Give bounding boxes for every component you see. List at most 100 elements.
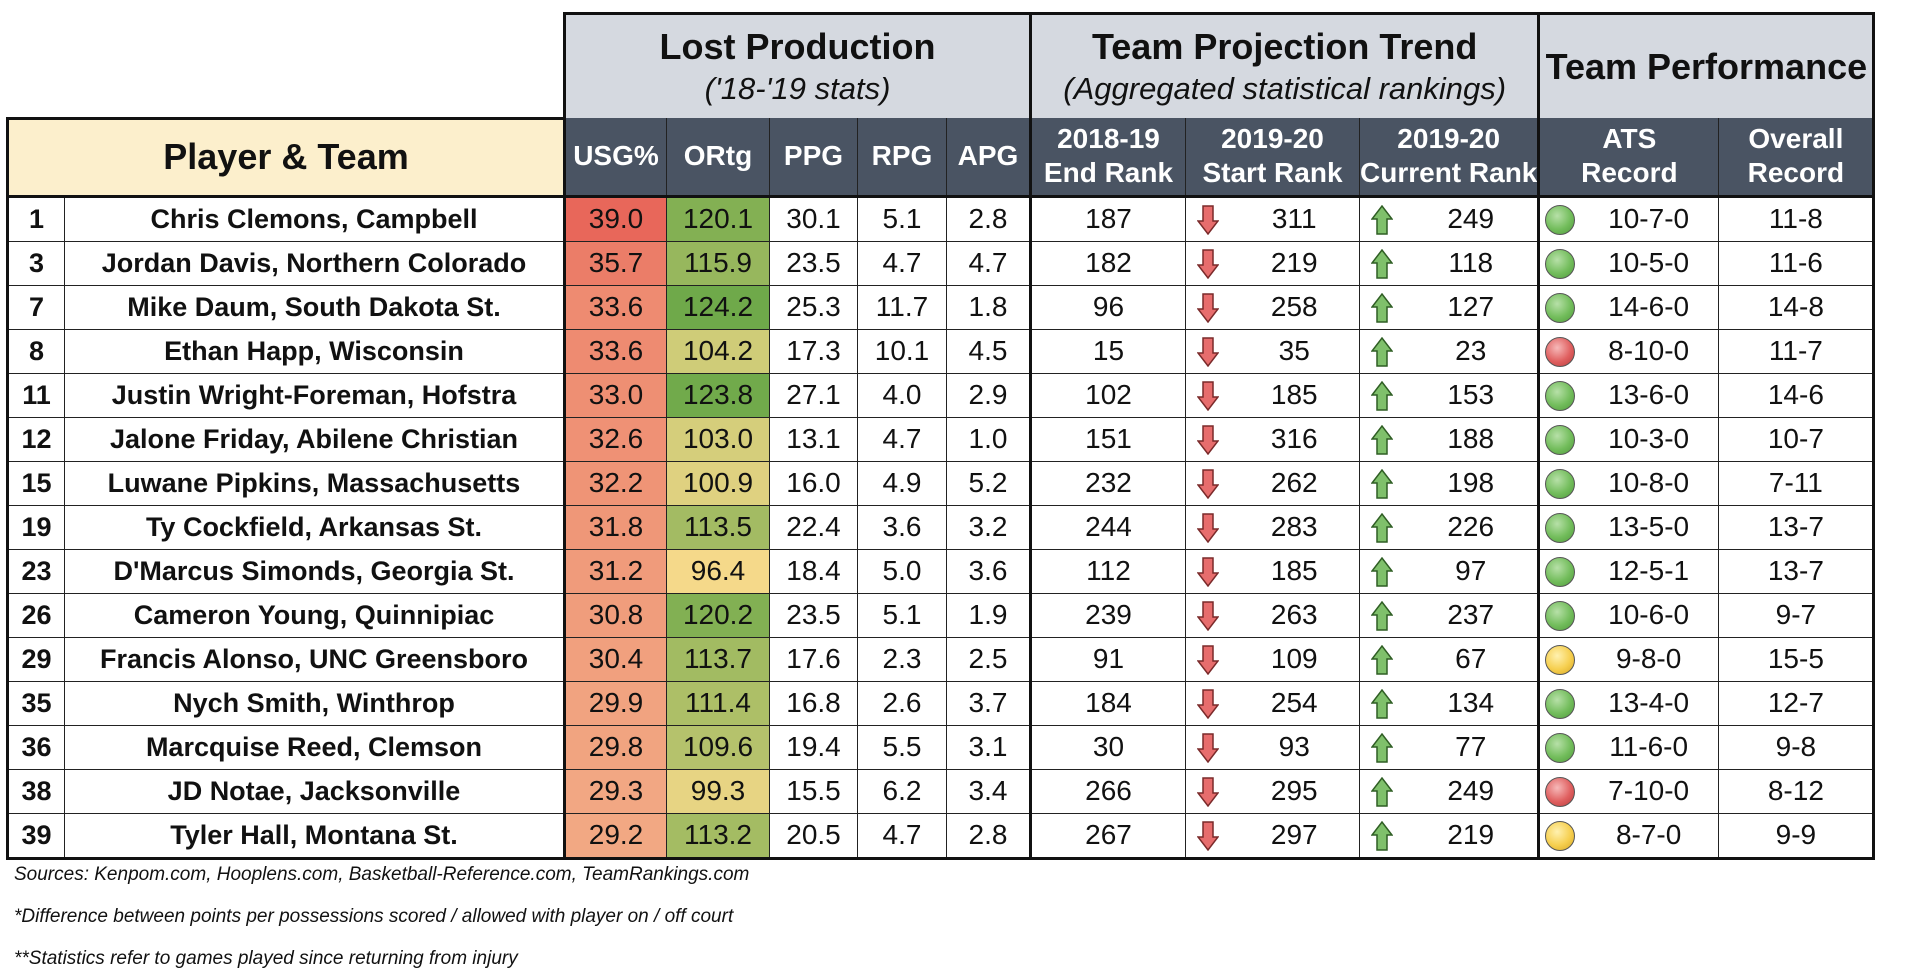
ortg-cell: 115.9 <box>666 241 770 286</box>
player-team-cell: Francis Alonso, UNC Greensboro <box>64 637 565 682</box>
ppg-cell: 16.0 <box>769 461 858 506</box>
end-rank-cell: 187 <box>1029 196 1186 242</box>
arrow-up-icon <box>1359 417 1405 462</box>
status-dot-icon <box>1544 293 1575 324</box>
end-rank-cell: 15 <box>1029 329 1186 374</box>
ats-record-cell: 10-6-0 <box>1578 593 1719 638</box>
apg-cell: 5.2 <box>946 461 1031 506</box>
ats-record-cell: 8-10-0 <box>1578 329 1719 374</box>
usg-cell: 32.2 <box>563 461 667 506</box>
rpg-cell: 10.1 <box>857 329 947 374</box>
current-rank-cell: 127 <box>1404 285 1539 330</box>
start-rank-cell: 262 <box>1229 461 1360 506</box>
apg-cell: 4.5 <box>946 329 1031 374</box>
arrow-down-icon <box>1185 329 1230 374</box>
rank-cell: 12 <box>6 417 65 462</box>
apg-cell: 3.6 <box>946 549 1031 594</box>
header-player-team: Player & Team <box>6 116 565 198</box>
table-row: 38 JD Notae, Jacksonville 29.3 99.3 15.5 6.2 3… <box>6 769 1876 814</box>
rank-cell: 1 <box>6 196 65 242</box>
usg-cell: 39.0 <box>563 196 667 242</box>
apg-cell: 4.7 <box>946 241 1031 286</box>
apg-cell: 1.8 <box>946 285 1031 330</box>
overall-record-cell: 14-6 <box>1718 373 1876 418</box>
rpg-cell: 4.0 <box>857 373 947 418</box>
status-dot-icon <box>1544 689 1575 720</box>
current-rank-cell: 118 <box>1404 241 1539 286</box>
table-row: 39 Tyler Hall, Montana St. 29.2 113.2 20.5 4.… <box>6 813 1876 860</box>
ats-status-icon <box>1537 241 1579 286</box>
current-rank-cell: 97 <box>1404 549 1539 594</box>
ortg-cell: 113.5 <box>666 505 770 550</box>
group-title: Team Projection Trend <box>1091 25 1478 67</box>
player-team-cell: Nych Smith, Winthrop <box>64 681 565 726</box>
arrow-down-icon <box>1185 373 1230 418</box>
header-usg: USG% <box>563 118 667 198</box>
arrow-up-icon <box>1359 241 1405 286</box>
ortg-cell: 123.8 <box>666 373 770 418</box>
start-rank-cell: 109 <box>1229 637 1360 682</box>
usg-cell: 32.6 <box>563 417 667 462</box>
ppg-cell: 17.6 <box>769 637 858 682</box>
apg-cell: 2.8 <box>946 813 1031 860</box>
footnote-sources: Sources: Kenpom.com, Hooplens.com, Baske… <box>14 864 750 885</box>
arrow-down-icon <box>1185 813 1230 860</box>
apg-cell: 2.8 <box>946 196 1031 242</box>
current-rank-cell: 249 <box>1404 769 1539 814</box>
status-dot-icon <box>1544 777 1575 808</box>
ats-record-cell: 13-4-0 <box>1578 681 1719 726</box>
footnote-1: *Difference between points per possessio… <box>14 906 734 927</box>
ppg-cell: 20.5 <box>769 813 858 860</box>
ats-status-icon <box>1537 329 1579 374</box>
group-team-performance: Team Performance <box>1537 12 1876 118</box>
ats-record-cell: 7-10-0 <box>1578 769 1719 814</box>
ats-status-icon <box>1537 769 1579 814</box>
player-team-cell: JD Notae, Jacksonville <box>64 769 565 814</box>
rank-cell: 36 <box>6 725 65 770</box>
blank-corner <box>7 13 565 118</box>
start-rank-cell: 254 <box>1229 681 1360 726</box>
rank-cell: 19 <box>6 505 65 550</box>
ppg-cell: 23.5 <box>769 241 858 286</box>
rpg-cell: 5.1 <box>857 593 947 638</box>
ats-status-icon <box>1537 417 1579 462</box>
status-dot-icon <box>1544 733 1575 764</box>
status-dot-icon <box>1544 821 1575 852</box>
ats-status-icon <box>1537 461 1579 506</box>
arrow-up-icon <box>1359 373 1405 418</box>
overall-record-cell: 10-7 <box>1718 417 1876 462</box>
end-rank-cell: 102 <box>1029 373 1186 418</box>
header-overall-record: Overall Record <box>1718 118 1876 198</box>
apg-cell: 1.9 <box>946 593 1031 638</box>
player-stats-table: Lost Production ('18-'19 stats) Team Pro… <box>6 12 1876 860</box>
ats-record-cell: 10-3-0 <box>1578 417 1719 462</box>
rpg-cell: 5.5 <box>857 725 947 770</box>
player-team-cell: Luwane Pipkins, Massachusetts <box>64 461 565 506</box>
arrow-down-icon <box>1185 549 1230 594</box>
arrow-down-icon <box>1185 725 1230 770</box>
ortg-cell: 100.9 <box>666 461 770 506</box>
player-team-cell: D'Marcus Simonds, Georgia St. <box>64 549 565 594</box>
apg-cell: 3.7 <box>946 681 1031 726</box>
apg-cell: 1.0 <box>946 417 1031 462</box>
player-team-cell: Marcquise Reed, Clemson <box>64 725 565 770</box>
table-row: 3 Jordan Davis, Northern Colorado 35.7 115.… <box>6 241 1876 286</box>
table-row: 7 Mike Daum, South Dakota St. 33.6 124.2 25.… <box>6 285 1876 330</box>
rpg-cell: 4.7 <box>857 417 947 462</box>
current-rank-cell: 188 <box>1404 417 1539 462</box>
overall-record-cell: 15-5 <box>1718 637 1876 682</box>
ats-record-cell: 13-6-0 <box>1578 373 1719 418</box>
start-rank-cell: 35 <box>1229 329 1360 374</box>
start-rank-cell: 219 <box>1229 241 1360 286</box>
ortg-cell: 124.2 <box>666 285 770 330</box>
ppg-cell: 23.5 <box>769 593 858 638</box>
table-row: 1 Chris Clemons, Campbell 39.0 120.1 30.1 5.1… <box>6 196 1876 242</box>
usg-cell: 29.3 <box>563 769 667 814</box>
status-dot-icon <box>1544 337 1575 368</box>
end-rank-cell: 184 <box>1029 681 1186 726</box>
arrow-up-icon <box>1359 593 1405 638</box>
table-row: 23 D'Marcus Simonds, Georgia St. 31.2 96.4 1… <box>6 549 1876 594</box>
status-dot-icon <box>1544 557 1575 588</box>
header-line: 2019-20 <box>1397 123 1501 155</box>
player-team-cell: Cameron Young, Quinnipiac <box>64 593 565 638</box>
